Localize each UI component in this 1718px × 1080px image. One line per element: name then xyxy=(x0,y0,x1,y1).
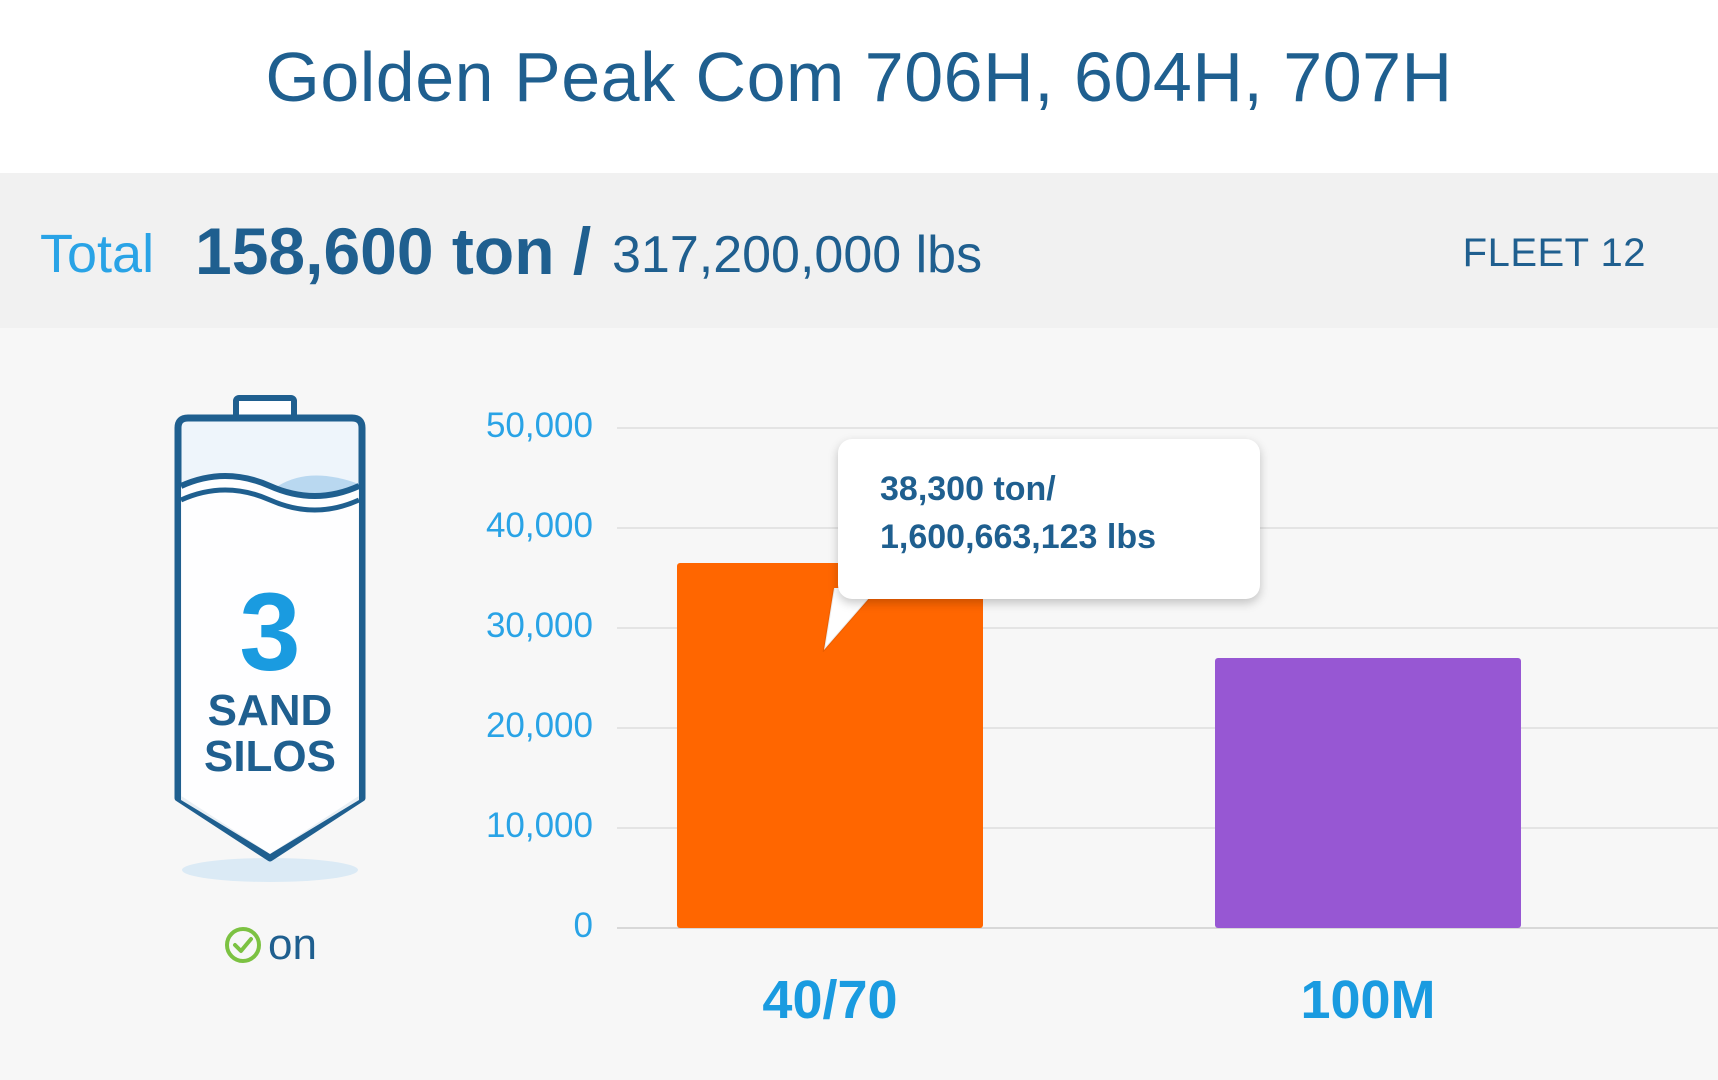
y-tick-label: 10,000 xyxy=(485,806,593,845)
silo-label-line2: SILOS xyxy=(203,732,337,781)
bar-chart: 0 10,000 20,000 30,000 40,000 50,000 40/70 100M xyxy=(0,328,1718,1080)
y-tick-label: 30,000 xyxy=(485,606,593,645)
silo-count: 3 xyxy=(239,571,301,694)
value-tooltip: 38,300 ton/ 1,600,663,123 lbs xyxy=(838,439,1260,599)
x-tick-label: 40/70 xyxy=(762,970,898,1030)
sand-silo-icon xyxy=(174,395,366,882)
y-tick-label: 0 xyxy=(573,906,593,945)
header: Golden Peak Com 706H, 604H, 707H xyxy=(0,0,1718,173)
bar-100m[interactable] xyxy=(1215,658,1521,928)
tooltip-lbs: 1,600,663,123 lbs xyxy=(880,518,1157,556)
y-tick-label: 20,000 xyxy=(485,706,593,745)
silo-label: SAND SILOS xyxy=(160,688,380,780)
y-tick-label: 50,000 xyxy=(485,406,593,445)
chart-canvas xyxy=(617,427,1718,929)
silo-label-line1: SAND xyxy=(207,686,333,735)
tooltip-tons: 38,300 ton/ xyxy=(880,470,1056,508)
silo-status: on xyxy=(224,920,317,970)
y-tick-label: 40,000 xyxy=(485,506,593,545)
bar-40-70[interactable] xyxy=(677,563,983,928)
main-panel: 3 SAND SILOS on 0 10,000 20,000 30,000 40,00… xyxy=(0,328,1718,1080)
fleet-label: FLEET 12 xyxy=(1462,231,1646,275)
totals-tons: 158,600 ton / xyxy=(195,214,592,288)
sand-silo-card[interactable]: 3 SAND SILOS xyxy=(160,388,380,888)
totals-label: Total xyxy=(40,224,155,284)
status-text: on xyxy=(268,920,317,969)
tooltip-tail xyxy=(822,588,879,652)
totals-lbs: 317,200,000 lbs xyxy=(612,226,983,284)
totals-bar: Total 158,600 ton / 317,200,000 lbs FLEE… xyxy=(0,173,1718,328)
x-tick-label: 100M xyxy=(1300,970,1436,1030)
check-circle-icon xyxy=(225,927,261,963)
page-title: Golden Peak Com 706H, 604H, 707H xyxy=(265,37,1453,116)
